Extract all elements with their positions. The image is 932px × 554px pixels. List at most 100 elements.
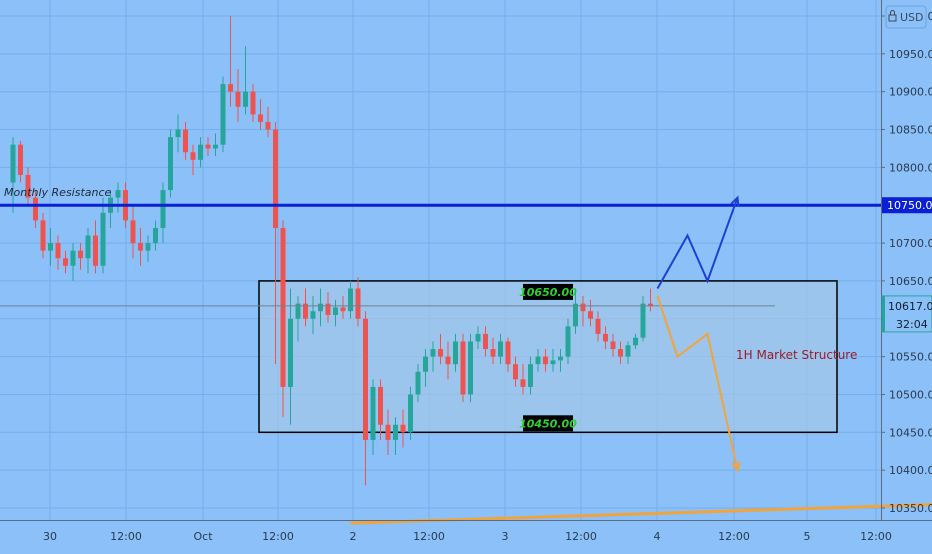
- candle-body: [41, 220, 46, 250]
- candle-body: [348, 288, 353, 311]
- candle-body: [11, 145, 16, 183]
- time-tick-label: 12:00: [565, 530, 597, 543]
- price-tick-label: 10400.0: [889, 464, 932, 477]
- candle-body: [333, 307, 338, 315]
- price-tick-label: 10800.0: [889, 161, 932, 174]
- box-top-label: 10650.00: [519, 284, 577, 300]
- candle-body: [326, 304, 331, 315]
- candle-body: [468, 341, 473, 394]
- candle-body: [18, 145, 23, 175]
- resistance-price-badge[interactable]: 10750.0: [882, 197, 932, 213]
- candle-body: [183, 130, 188, 153]
- candle-body: [251, 92, 256, 115]
- candle-body: [356, 288, 361, 318]
- candle-body: [498, 341, 503, 356]
- currency-button[interactable]: USD: [886, 6, 926, 28]
- candle-body: [206, 145, 211, 149]
- candle-body: [146, 243, 151, 251]
- candle-body: [476, 334, 481, 342]
- candle-body: [236, 92, 241, 107]
- time-tick-label: 12:00: [860, 530, 892, 543]
- candle-body: [596, 319, 601, 334]
- candle-body: [191, 152, 196, 160]
- candle-body: [393, 425, 398, 440]
- candle-body: [581, 304, 586, 312]
- candle-body: [78, 251, 83, 259]
- candle-body: [168, 137, 173, 190]
- candle-body: [423, 357, 428, 372]
- candle-body: [363, 319, 368, 440]
- candle-body: [438, 349, 443, 357]
- candle-body: [386, 425, 391, 440]
- box-bottom-label: 10450.00: [519, 415, 577, 431]
- box-top-label-text: 10650.00: [519, 286, 577, 299]
- price-tick-label: 10500.0: [889, 388, 932, 401]
- candle-body: [138, 243, 143, 251]
- currency-label: USD: [900, 11, 924, 24]
- time-tick-label: 3: [502, 530, 509, 543]
- candle-body: [446, 357, 451, 365]
- candle-body: [131, 220, 136, 243]
- candle-body: [281, 228, 286, 387]
- candle-body: [618, 349, 623, 357]
- candle-body: [603, 334, 608, 342]
- candle-body: [378, 387, 383, 425]
- resistance-label: Monthly Resistance: [4, 186, 112, 199]
- candle-body: [558, 357, 563, 361]
- candle-body: [266, 122, 271, 130]
- candle-body: [371, 387, 376, 440]
- candle-body: [243, 92, 248, 107]
- time-tick-label: 12:00: [718, 530, 750, 543]
- candle-body: [528, 364, 533, 387]
- candle-body: [431, 349, 436, 357]
- candle-body: [611, 341, 616, 349]
- time-tick-label: 2: [350, 530, 357, 543]
- candle-body: [521, 379, 526, 387]
- candle-body: [573, 304, 578, 327]
- time-tick-label: Oct: [193, 530, 213, 543]
- candle-body: [213, 145, 218, 149]
- candle-body: [536, 357, 541, 365]
- candle-body: [161, 190, 166, 228]
- resistance-badge-text: 10750.0: [887, 199, 932, 212]
- price-tick-label: 10450.0: [889, 426, 932, 439]
- price-tick-label: 10350.0: [889, 502, 932, 515]
- candle-body: [626, 345, 631, 356]
- candle-body: [273, 130, 278, 228]
- candle-body: [453, 341, 458, 364]
- candle-body: [311, 311, 316, 319]
- candle-body: [506, 341, 511, 364]
- time-tick-label: 5: [804, 530, 811, 543]
- candle-body: [86, 236, 91, 259]
- candle-body: [408, 394, 413, 432]
- candle-body: [63, 258, 68, 266]
- time-tick-label: 12:00: [262, 530, 294, 543]
- candle-body: [491, 349, 496, 357]
- time-tick-label: 12:00: [413, 530, 445, 543]
- candle-body: [258, 114, 263, 122]
- price-tick-label: 10900.0: [889, 86, 932, 99]
- current-badge-accent: [882, 296, 885, 332]
- candle-body: [93, 236, 98, 266]
- candle-body: [33, 198, 38, 221]
- candle-body: [48, 243, 53, 251]
- candle-body: [551, 360, 556, 364]
- candle-body: [116, 190, 121, 198]
- candle-body: [288, 319, 293, 387]
- candle-body: [566, 326, 571, 356]
- candle-body: [153, 228, 158, 243]
- current-price-text: 10617.0: [888, 300, 932, 313]
- current-price-badge[interactable]: 10617.032:04: [882, 296, 932, 332]
- candle-body: [483, 334, 488, 349]
- price-tick-label: 10650.0: [889, 275, 932, 288]
- structure-label: 1H Market Structure: [736, 348, 857, 362]
- candle-body: [176, 130, 181, 138]
- price-tick-label: 10550.0: [889, 351, 932, 364]
- price-tick-label: 10850.0: [889, 124, 932, 137]
- candle-body: [221, 84, 226, 145]
- candle-body: [101, 213, 106, 266]
- candle-body: [318, 304, 323, 312]
